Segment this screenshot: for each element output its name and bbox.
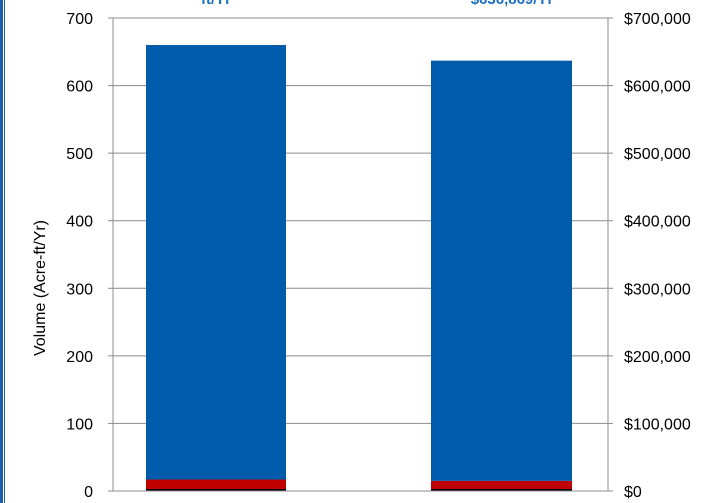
axes: 0 $0 100 $100,000 200 $200,000 300 $300,000 400 $… [66,11,691,501]
left-tick-label: 400 [66,214,93,231]
bar-segment [431,488,572,491]
bar-label-cost: $636,869/Yr [471,0,554,8]
left-tick-label: 200 [66,349,93,366]
bar-segment [146,479,286,489]
left-tick-label: 500 [66,146,93,163]
left-tick-label: 600 [66,79,93,96]
right-tick-label: $700,000 [624,11,691,28]
bar-label-volume: ft/Yr [201,0,231,8]
bar-segment [431,60,572,481]
left-tick-label: 700 [66,11,93,28]
left-tick-label: 100 [66,416,93,433]
right-tick-label: $0 [624,484,642,501]
right-tick-label: $600,000 [624,79,691,96]
right-tick-label: $400,000 [624,214,691,231]
frame-border-left-inner [4,0,5,503]
bars [146,45,572,491]
frame-border-left [0,0,3,503]
left-tick-label: 300 [66,281,93,298]
bar-cost [431,60,572,491]
right-tick-label: $200,000 [624,349,691,366]
bar-volume [146,45,286,491]
bar-segment [431,480,572,489]
left-tick-label: 0 [84,484,93,501]
right-tick-label: $100,000 [624,416,691,433]
bar-segment [146,488,286,491]
bar-segment [146,45,286,480]
left-axis-title: Volume (Acre-ft/Yr) [32,220,49,356]
right-tick-label: $300,000 [624,281,691,298]
right-tick-label: $500,000 [624,146,691,163]
